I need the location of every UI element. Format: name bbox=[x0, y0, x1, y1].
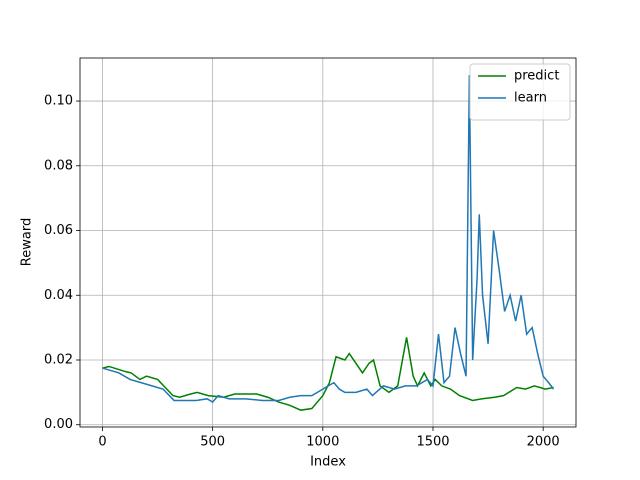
x-tick-label: 2000 bbox=[527, 435, 560, 450]
y-tick-label: 0.00 bbox=[44, 417, 73, 432]
x-tick-label: 1500 bbox=[416, 435, 449, 450]
legend-label: learn bbox=[514, 91, 547, 106]
y-tick-label: 0.06 bbox=[44, 223, 73, 238]
plot-frame bbox=[79, 57, 577, 428]
line-series bbox=[102, 75, 555, 404]
x-axis-label: Index bbox=[310, 455, 346, 470]
y-tick-label: 0.10 bbox=[44, 94, 73, 109]
x-tick-label: 1000 bbox=[306, 435, 339, 450]
y-tick-label: 0.02 bbox=[44, 352, 73, 367]
legend-box bbox=[469, 63, 571, 121]
y-tick-label: 0.04 bbox=[44, 288, 73, 303]
line-series bbox=[102, 337, 554, 411]
x-tick-label: 0 bbox=[98, 435, 106, 450]
legend-label: predict bbox=[514, 69, 559, 84]
y-axis-label: Reward bbox=[20, 218, 35, 266]
x-tick-label: 500 bbox=[200, 435, 225, 450]
y-tick-label: 0.08 bbox=[44, 158, 73, 173]
